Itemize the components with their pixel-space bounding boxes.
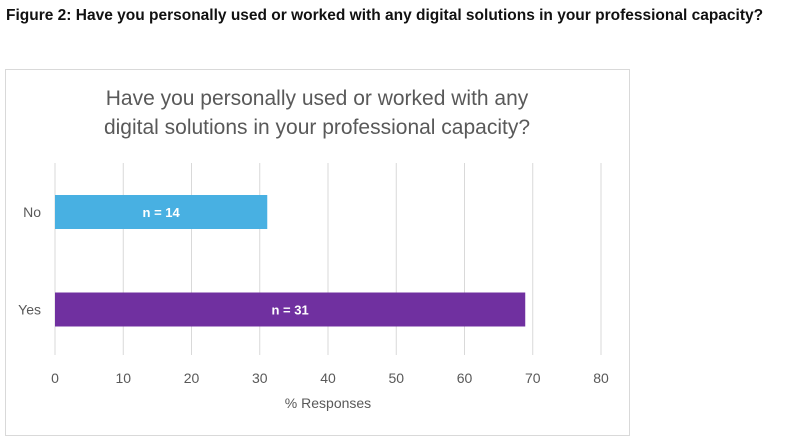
data-label: n = 14 <box>143 205 181 220</box>
x-tick-label: 80 <box>593 370 609 386</box>
x-axis-title: % Responses <box>285 395 371 411</box>
x-tick-label: 40 <box>320 370 336 386</box>
bar-no <box>55 195 268 229</box>
x-tick-label: 60 <box>457 370 473 386</box>
x-tick-label: 50 <box>388 370 404 386</box>
y-category-label: Yes <box>18 302 41 318</box>
x-tick-label: 0 <box>51 370 59 386</box>
chart-frame <box>5 69 630 436</box>
x-tick-label: 10 <box>115 370 131 386</box>
y-category-label: No <box>23 204 41 220</box>
bar-yes <box>55 292 526 327</box>
x-tick-label: 20 <box>184 370 200 386</box>
chart-title-line-2: digital solutions in your professional c… <box>104 116 530 139</box>
x-tick-label: 30 <box>252 370 268 386</box>
x-tick-label: 70 <box>525 370 541 386</box>
data-label: n = 31 <box>272 303 309 318</box>
figure-caption: Figure 2: Have you personally used or wo… <box>6 7 764 24</box>
chart-title-line-1: Have you personally used or worked with … <box>106 87 529 110</box>
